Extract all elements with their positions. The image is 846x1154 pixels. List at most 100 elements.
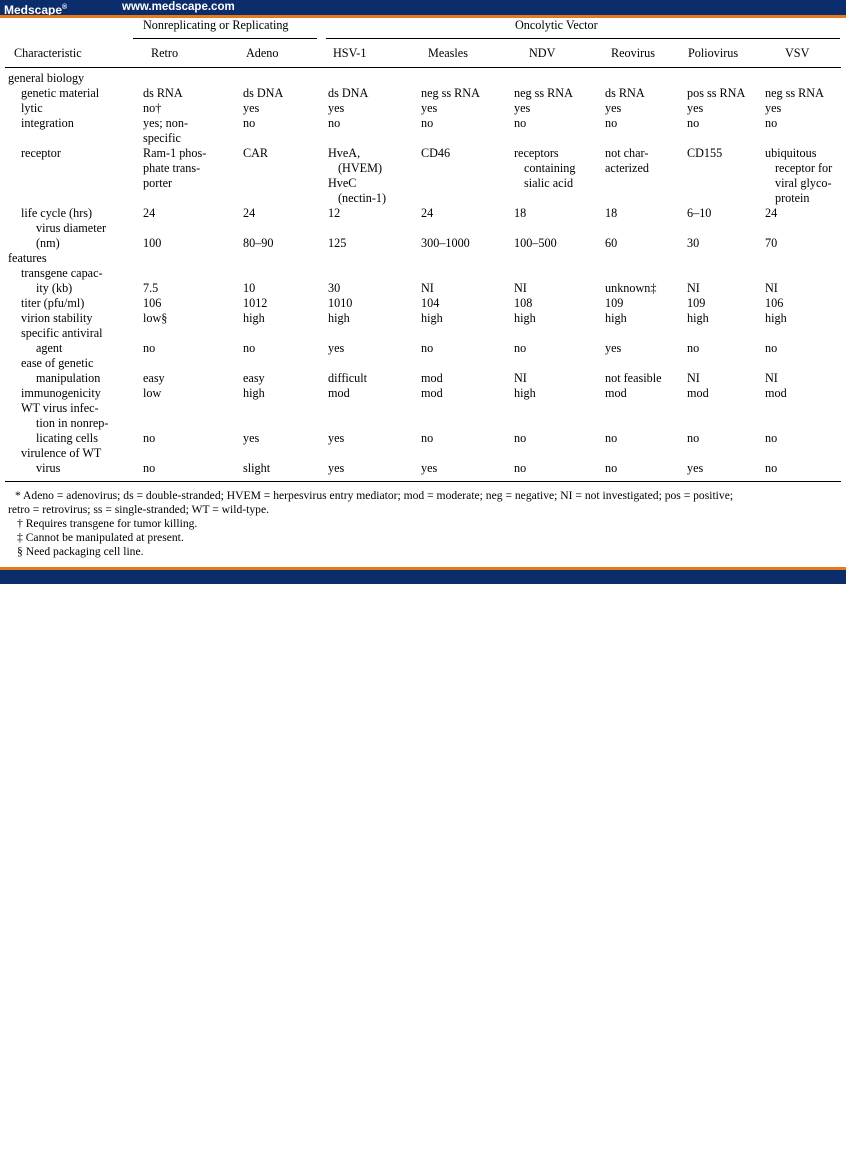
table-cell: yes (687, 461, 704, 475)
table-cell: no (143, 341, 156, 355)
table-cell: ds DNA (243, 86, 284, 100)
row-label: integration (21, 116, 74, 130)
table-cell: viral glyco- (775, 176, 832, 190)
table-cell: NI (765, 371, 778, 385)
table-cell: yes (421, 101, 438, 115)
column-header: NDV (529, 46, 556, 60)
row-label: transgene capac- (21, 266, 103, 280)
table-cell: yes; non- (143, 116, 189, 130)
table-cell: high (421, 311, 443, 325)
table-cell: 24 (421, 206, 434, 220)
table-cell: no (514, 116, 527, 130)
table-cell: no (143, 461, 156, 475)
table-cell: no (421, 431, 434, 445)
table-cell: yes (328, 341, 345, 355)
row-label: tion in nonrep- (36, 416, 109, 430)
table-cell: 10 (243, 281, 256, 295)
footnote-abbreviations-cont: retro = retrovirus; ss = single-stranded… (8, 503, 269, 516)
table-cell: mod (421, 371, 443, 385)
table-cell: acterized (605, 161, 649, 175)
table-cell: no (687, 116, 700, 130)
table-cell: 70 (765, 236, 778, 250)
section-label: features (8, 251, 47, 265)
table-cell: 106 (765, 296, 784, 310)
table-cell: no (765, 431, 778, 445)
table-cell: 108 (514, 296, 533, 310)
table-cell: no (605, 461, 618, 475)
table-cell: no (687, 341, 700, 355)
table-cell: 106 (143, 296, 162, 310)
column-header: Adeno (246, 46, 279, 60)
bottom-banner: Source: Neurosurg Focus © 2006 American … (0, 570, 846, 1153)
table-cell: 7.5 (143, 281, 159, 295)
table-cell: Ram-1 phos- (143, 146, 207, 160)
table-cell: 18 (514, 206, 527, 220)
row-label: virus (36, 461, 61, 475)
table-cell: low§ (143, 311, 168, 325)
table-cell: phate trans- (143, 161, 201, 175)
table-cell: low (143, 386, 162, 400)
medscape-logo: Medscape® (4, 3, 68, 17)
site-url[interactable]: www.medscape.com (122, 1, 235, 13)
table-cell: NI (514, 281, 527, 295)
table-cell: unknown‡ (605, 281, 657, 295)
table-cell: yes (243, 101, 260, 115)
table-cell: ds RNA (605, 86, 645, 100)
table-cell: mod (765, 386, 787, 400)
table-cell: sialic acid (524, 176, 574, 190)
table-cell: not feasible (605, 371, 662, 385)
table-cell: CD155 (687, 146, 723, 160)
column-header: VSV (785, 46, 810, 60)
footnote-dagger: † Requires transgene for tumor killing. (17, 517, 198, 530)
column-header: Reovirus (611, 46, 656, 60)
table-cell: yes (514, 101, 531, 115)
table-cell: yes (605, 101, 622, 115)
table-cell: protein (775, 191, 810, 205)
table-cell: 24 (243, 206, 256, 220)
table-cell: no† (143, 101, 162, 115)
table-cell: HveC (328, 176, 357, 190)
group-rule-right (326, 38, 840, 39)
top-banner: Medscape® www.medscape.com (0, 0, 846, 17)
table-cell: no (765, 116, 778, 130)
table-cell: 18 (605, 206, 618, 220)
table-cell: pos ss RNA (687, 86, 746, 100)
table-cell: 12 (328, 206, 341, 220)
table-cell: neg ss RNA (421, 86, 480, 100)
column-header: Measles (428, 46, 468, 60)
row-label: virion stability (21, 311, 93, 325)
table-cell: yes (765, 101, 782, 115)
row-label: agent (36, 341, 63, 355)
table-cell: porter (143, 176, 173, 190)
top-accent-line (0, 15, 846, 18)
table-cell: no (421, 341, 434, 355)
table-cell: yes (687, 101, 704, 115)
table-cell: 1010 (328, 296, 353, 310)
table-cell: ds RNA (143, 86, 183, 100)
table-cell: 109 (687, 296, 706, 310)
table-cell: 24 (765, 206, 778, 220)
table-cell: easy (243, 371, 265, 385)
table-cell: slight (243, 461, 271, 475)
row-label: WT virus infec- (21, 401, 99, 415)
table-cell: no (143, 431, 156, 445)
table-cell: NI (514, 371, 527, 385)
table-cell: NI (687, 281, 700, 295)
source-citation: Source: Neurosurg Focus © 2006 American … (457, 1141, 838, 1153)
table-cell: easy (143, 371, 165, 385)
table-cell: NI (687, 371, 700, 385)
column-header: HSV-1 (333, 46, 367, 60)
table-cell: high (243, 386, 265, 400)
table-cell: mod (687, 386, 709, 400)
table-cell: yes (243, 431, 260, 445)
table-cell: high (514, 386, 536, 400)
footnote-double-dagger: ‡ Cannot be manipulated at present. (17, 531, 184, 544)
table-cell: receptors (514, 146, 559, 160)
table-cell: HveA, (328, 146, 361, 160)
table-cell: CD46 (421, 146, 451, 160)
bottom-accent-line (0, 567, 846, 570)
table-cell: yes (328, 101, 345, 115)
table-cell: high (687, 311, 709, 325)
table-cell: NI (421, 281, 434, 295)
table-cell: no (765, 461, 778, 475)
